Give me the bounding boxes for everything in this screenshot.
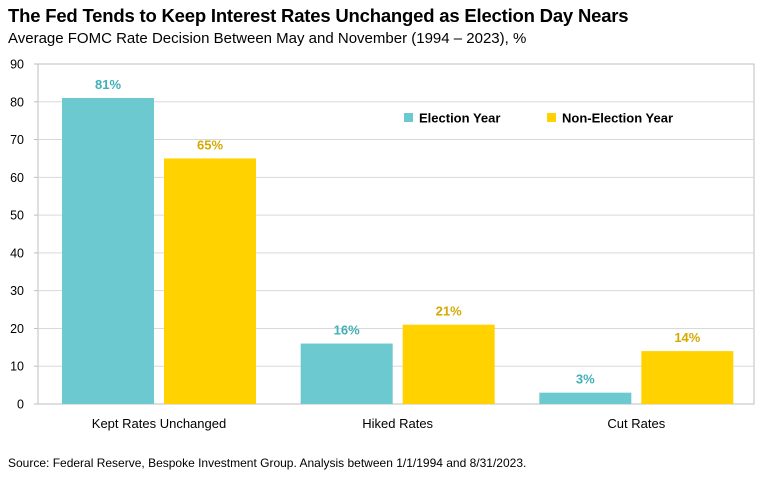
bar-non-election-year-3 — [641, 351, 734, 404]
legend-label: Election Year — [419, 111, 500, 126]
data-label: 14% — [674, 330, 700, 345]
chart-title: The Fed Tends to Keep Interest Rates Unc… — [8, 5, 629, 26]
legend-swatch — [404, 113, 413, 122]
y-tick-label: 10 — [10, 360, 24, 374]
bar-chart: 0 10 20 30 40 50 60 70 80 90 81% 65% 16% 21% 3% 14% Ke… — [10, 58, 755, 431]
bar-non-election-year-1 — [164, 158, 256, 404]
x-tick-label: Kept Rates Unchanged — [92, 416, 226, 431]
y-tick-label: 80 — [10, 95, 24, 109]
x-tick-label: Hiked Rates — [362, 416, 433, 431]
data-label: 16% — [334, 323, 360, 338]
y-tick-label: 20 — [10, 322, 24, 336]
gridlines — [37, 63, 755, 405]
bar-election-year-1 — [62, 98, 154, 404]
legend: Election Year Non-Election Year — [404, 111, 673, 126]
data-label: 65% — [197, 137, 223, 152]
data-label: 21% — [436, 304, 462, 319]
y-tick-label: 90 — [10, 58, 24, 72]
y-axis: 0 10 20 30 40 50 60 70 80 90 — [10, 58, 38, 412]
data-labels: 81% 65% 16% 21% 3% 14% — [95, 77, 701, 387]
bar-non-election-year-2 — [402, 324, 495, 404]
y-tick-label: 70 — [10, 133, 24, 147]
bar-election-year-3 — [539, 392, 632, 404]
x-tick-label: Cut Rates — [607, 416, 665, 431]
y-tick-label: 0 — [17, 398, 24, 412]
y-tick-label: 40 — [10, 246, 24, 260]
legend-swatch — [547, 113, 556, 122]
y-tick-label: 60 — [10, 171, 24, 185]
bars — [62, 98, 734, 404]
x-axis: Kept Rates Unchanged Hiked Rates Cut Rates — [92, 416, 666, 431]
bar-election-year-2 — [300, 343, 393, 404]
legend-label: Non-Election Year — [562, 111, 673, 126]
plot-frame — [37, 63, 755, 405]
data-label: 81% — [95, 77, 121, 92]
y-tick-label: 50 — [10, 209, 24, 223]
data-label: 3% — [576, 372, 595, 387]
y-tick-label: 30 — [10, 284, 24, 298]
source-note: Source: Federal Reserve, Bespoke Investm… — [8, 456, 527, 470]
chart-subtitle: Average FOMC Rate Decision Between May a… — [8, 30, 527, 47]
